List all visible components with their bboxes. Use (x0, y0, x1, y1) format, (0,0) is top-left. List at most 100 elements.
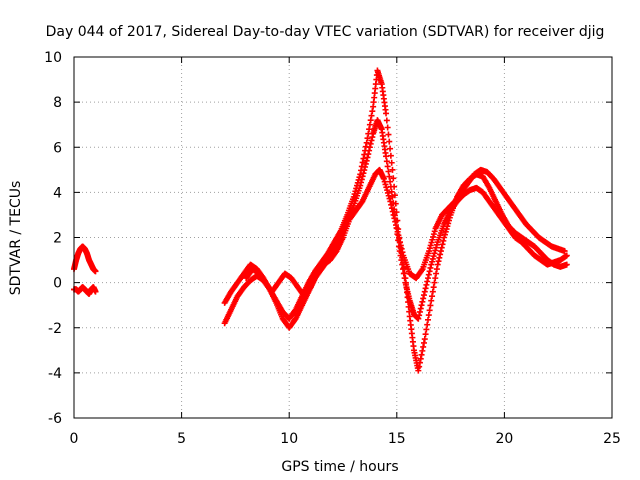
data-point (561, 248, 568, 255)
data-points (71, 67, 570, 374)
data-point (431, 250, 438, 257)
data-point (389, 208, 396, 215)
data-point (428, 261, 435, 268)
data-point (416, 308, 423, 315)
data-point (432, 247, 439, 254)
y-tick-label: 8 (53, 95, 62, 111)
data-point (382, 181, 389, 188)
data-point (387, 198, 394, 205)
y-axis-label: SDTVAR / TECUs (8, 181, 24, 296)
data-point (366, 126, 373, 133)
data-point (359, 159, 366, 166)
data-point (364, 135, 371, 142)
data-point (399, 266, 406, 273)
data-point (384, 189, 391, 196)
data-point (422, 285, 429, 292)
x-axis-label: GPS time / hours (281, 459, 398, 475)
data-point (426, 248, 433, 255)
y-tick-label: 0 (53, 276, 62, 292)
data-point (433, 241, 440, 248)
data-point (367, 140, 374, 147)
x-tick-label: 0 (70, 431, 79, 447)
data-point (92, 268, 99, 275)
data-point (437, 248, 444, 255)
x-tick-label: 5 (177, 431, 186, 447)
y-tick-label: 10 (44, 50, 62, 66)
data-point (427, 264, 434, 271)
data-point (430, 231, 437, 238)
x-tick-label: 15 (388, 431, 406, 447)
data-point (387, 178, 394, 185)
data-point (392, 222, 399, 229)
data-point (386, 173, 393, 180)
y-tick-label: -4 (48, 366, 62, 382)
data-point (430, 284, 437, 291)
data-point (389, 166, 396, 173)
chart-title: Day 044 of 2017, Sidereal Day-to-day VTE… (46, 24, 605, 40)
series-track-2 (71, 284, 99, 297)
data-point (381, 178, 388, 185)
data-point (440, 237, 447, 244)
data-point (388, 201, 395, 208)
data-point (386, 195, 393, 202)
data-point (420, 339, 427, 346)
data-point (563, 261, 570, 268)
data-point (383, 153, 390, 160)
data-point (387, 145, 394, 152)
data-point (383, 110, 390, 117)
data-point (434, 261, 441, 268)
data-point (388, 159, 395, 166)
data-point (368, 112, 375, 119)
data-point (422, 331, 429, 338)
data-point (416, 359, 423, 366)
data-point (439, 241, 446, 248)
data-point (421, 288, 428, 295)
data-point (380, 175, 387, 182)
data-point (397, 242, 404, 249)
data-point (363, 139, 370, 146)
data-point (388, 205, 395, 212)
data-point (369, 108, 376, 115)
data-point (365, 151, 372, 158)
y-tick-label: 4 (53, 185, 62, 201)
data-point (383, 158, 390, 165)
data-point (384, 187, 391, 194)
data-point (384, 163, 391, 170)
data-point (388, 188, 395, 195)
data-point (383, 117, 390, 124)
series-track-5 (243, 166, 568, 300)
data-point (366, 121, 373, 128)
data-point (358, 176, 365, 183)
data-point (420, 343, 427, 350)
x-tick-label: 10 (280, 431, 298, 447)
data-point (438, 244, 445, 251)
x-axis-ticks: 0 5 10 15 20 25 (70, 57, 621, 447)
data-point (419, 298, 426, 305)
data-point (357, 182, 364, 189)
data-point (429, 258, 436, 265)
data-point (425, 312, 432, 319)
data-point (433, 266, 440, 273)
y-tick-label: -6 (48, 411, 62, 427)
data-point (362, 163, 369, 170)
data-point (394, 228, 401, 235)
data-point (426, 307, 433, 314)
x-tick-label: 20 (495, 431, 513, 447)
data-point (423, 281, 430, 288)
data-point (417, 355, 424, 362)
data-point (432, 275, 439, 282)
data-point (429, 288, 436, 295)
data-point (430, 253, 437, 260)
data-point (358, 179, 365, 186)
data-point (385, 168, 392, 175)
data-point (401, 275, 408, 282)
data-point (384, 124, 391, 131)
data-point (429, 255, 436, 262)
data-point (427, 242, 434, 249)
data-point (390, 175, 397, 182)
data-point (431, 279, 438, 286)
data-point (368, 137, 375, 144)
data-point (366, 144, 373, 151)
data-point (391, 215, 398, 222)
data-point (363, 157, 370, 164)
